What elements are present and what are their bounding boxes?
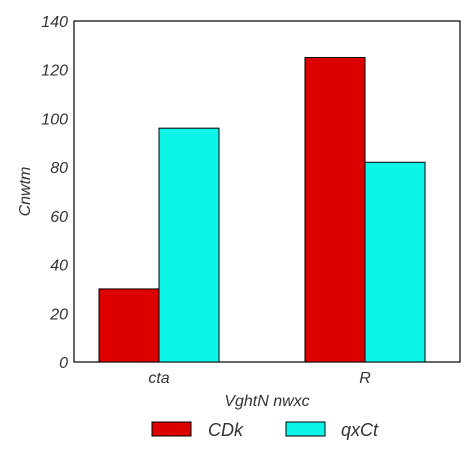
legend-label-qxCt: qxCt xyxy=(341,420,379,440)
y-axis-ticks: 0 20 40 60 80 100 120 140 xyxy=(41,14,68,372)
bars-group xyxy=(98,57,426,363)
y-tick-label: 140 xyxy=(41,14,68,31)
x-axis-ticks: cta R xyxy=(148,370,371,387)
bar-CDk-cta xyxy=(98,288,160,363)
y-tick-label: 0 xyxy=(59,355,68,372)
y-tick-label: 120 xyxy=(41,63,68,80)
y-tick-label: 40 xyxy=(50,258,68,275)
bar-qxCt-R xyxy=(364,161,426,363)
x-axis-title: VghtN nwxc xyxy=(224,393,309,410)
legend-label-CDk: CDk xyxy=(208,420,244,440)
legend: CDk qxCt xyxy=(151,420,379,440)
x-tick-label: R xyxy=(359,370,371,387)
y-tick-label: 80 xyxy=(50,160,68,177)
legend-swatch-qxCt xyxy=(285,421,326,437)
y-tick-label: 20 xyxy=(49,306,68,323)
y-tick-label: 100 xyxy=(41,111,68,128)
y-tick-label: 60 xyxy=(50,209,68,226)
legend-swatch-CDk xyxy=(151,421,192,437)
x-tick-label: cta xyxy=(148,370,169,387)
y-axis-title: Cnwtm xyxy=(17,167,34,217)
bar-CDk-R xyxy=(304,57,366,363)
bar-qxCt-cta xyxy=(158,127,220,363)
